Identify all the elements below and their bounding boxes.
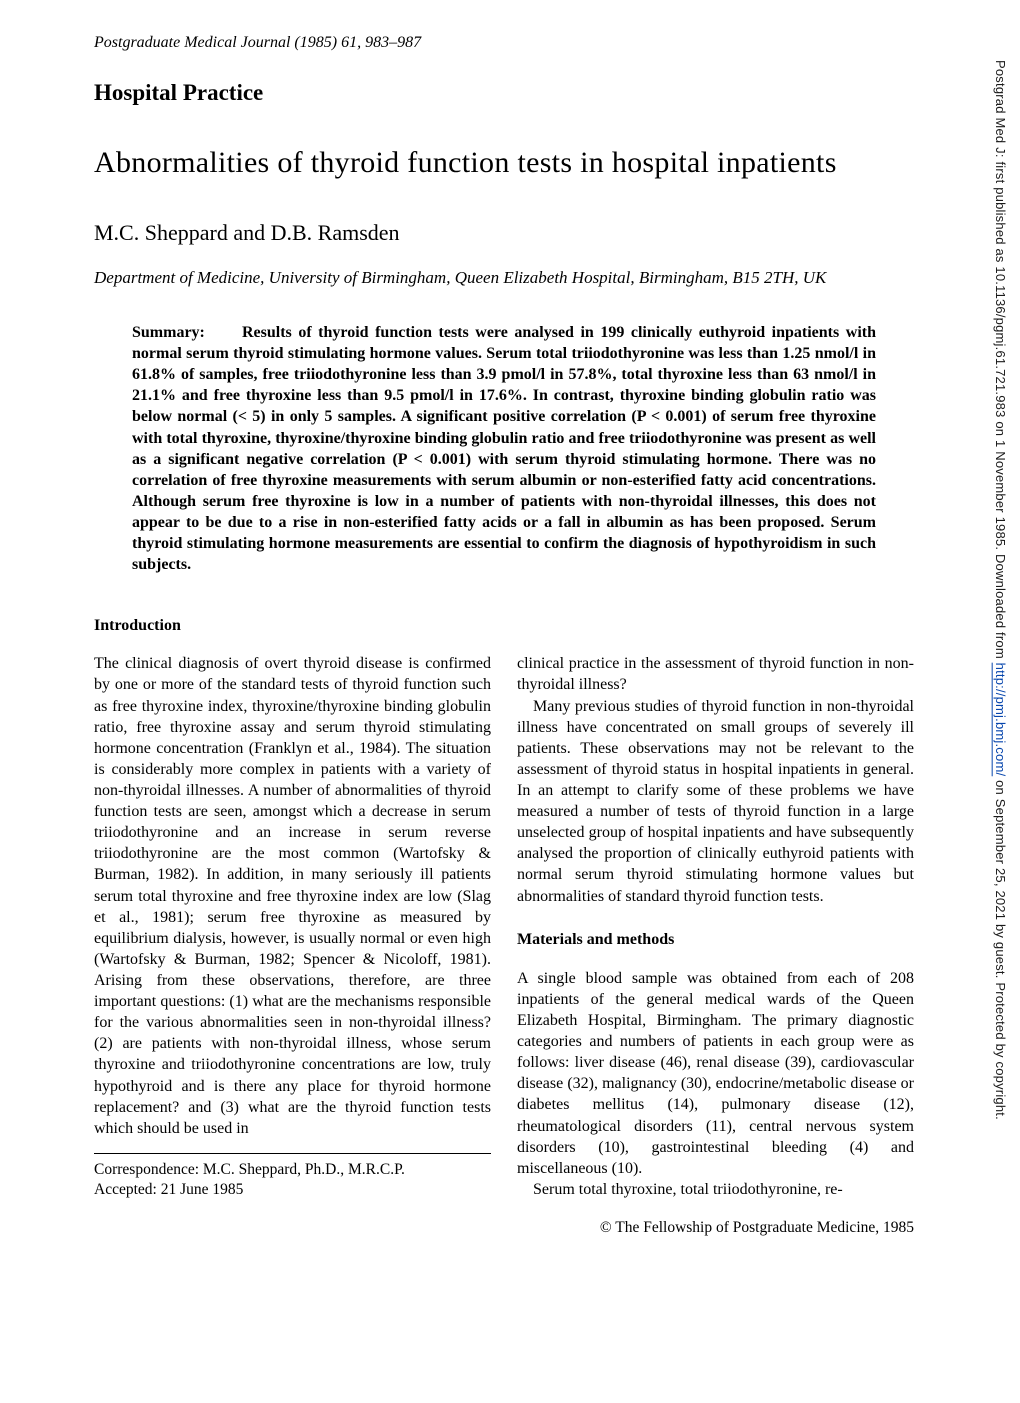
sidebar-text-before: Postgrad Med J: first published as 10.11… (993, 60, 1008, 663)
correspondence: Correspondence: M.C. Sheppard, Ph.D., M.… (94, 1160, 491, 1180)
body-paragraph: The clinical diagnosis of overt thyroid … (94, 653, 491, 1139)
right-column: clinical practice in the assessment of t… (517, 653, 914, 1238)
page-header: Postgraduate Medical Journal (1985) 61, … (94, 34, 914, 52)
separator-rule (94, 1153, 491, 1154)
intro-heading: Introduction (94, 617, 914, 635)
affiliation: Department of Medicine, University of Bi… (94, 268, 914, 288)
summary-body: Results of thyroid function tests were a… (132, 324, 876, 573)
body-columns: The clinical diagnosis of overt thyroid … (94, 653, 914, 1238)
section-title: Hospital Practice (94, 80, 914, 106)
body-paragraph: Serum total thyroxine, total triiodothyr… (517, 1179, 914, 1200)
copyright-line: © The Fellowship of Postgraduate Medicin… (517, 1218, 914, 1238)
journal-reference: Postgraduate Medical Journal (1985) 61, … (94, 34, 421, 52)
summary-label: Summary: (132, 322, 242, 343)
sidebar-text-after: on September 25, 2021 by guest. Protecte… (993, 776, 1008, 1120)
left-column: The clinical diagnosis of overt thyroid … (94, 653, 491, 1238)
body-paragraph: Many previous studies of thyroid functio… (517, 696, 914, 907)
authors: M.C. Sheppard and D.B. Ramsden (94, 220, 914, 246)
download-sidebar: Postgrad Med J: first published as 10.11… (980, 60, 1008, 1340)
article-title: Abnormalities of thyroid function tests … (94, 146, 914, 180)
summary-block: Summary:Results of thyroid function test… (94, 322, 914, 575)
sidebar-link[interactable]: http://pmj.bmj.com/ (993, 663, 1008, 777)
methods-heading: Materials and methods (517, 929, 914, 950)
body-paragraph: A single blood sample was obtained from … (517, 968, 914, 1179)
body-paragraph: clinical practice in the assessment of t… (517, 653, 914, 695)
accepted-date: Accepted: 21 June 1985 (94, 1180, 491, 1200)
